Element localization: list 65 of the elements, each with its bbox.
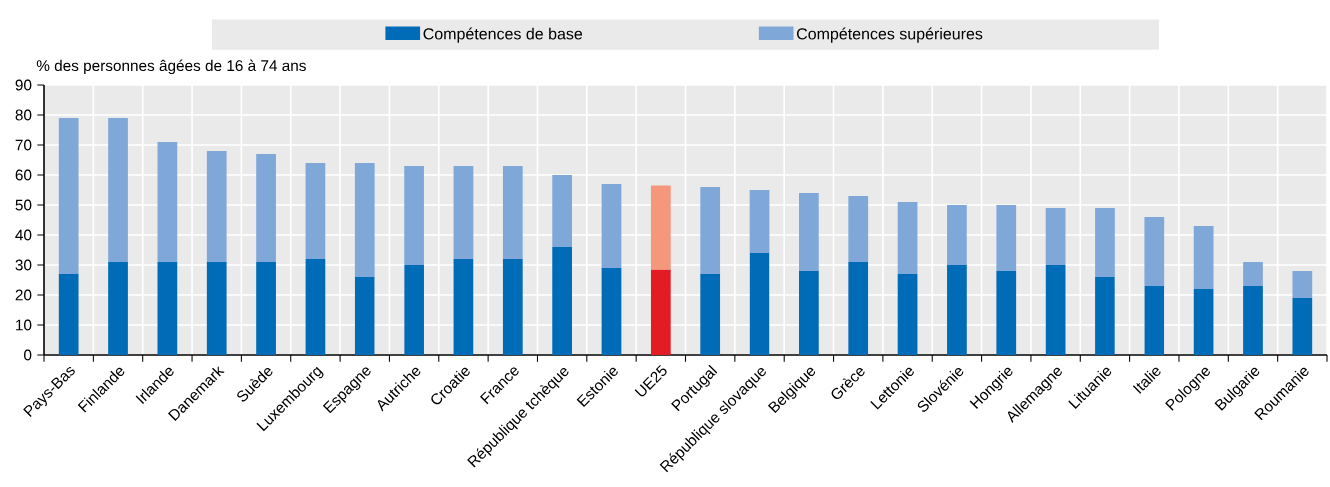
bar [1193, 289, 1214, 355]
bar [749, 253, 770, 355]
bar [1045, 208, 1066, 266]
bar [157, 262, 178, 355]
bar [799, 271, 819, 355]
bar [947, 265, 967, 355]
bar [1045, 265, 1066, 355]
y-tick-label: 60 [15, 169, 32, 181]
bar [552, 247, 573, 355]
y-tick-label: 0 [24, 349, 32, 361]
bar [404, 265, 424, 355]
y-tick-label: 70 [15, 139, 32, 151]
bar [848, 262, 869, 355]
bar [58, 118, 79, 274]
bar [897, 202, 918, 274]
bar [601, 268, 622, 355]
bar [650, 185, 671, 270]
y-axis-title: % des personnes âgées de 16 à 74 ans [36, 59, 306, 75]
legend-label: Compétences supérieures [796, 27, 983, 43]
bar [354, 163, 375, 278]
bar [848, 196, 869, 263]
bar [256, 154, 276, 263]
bar [996, 271, 1017, 355]
y-tick-label: 10 [16, 319, 32, 331]
bar [502, 166, 523, 260]
bar [897, 274, 918, 355]
bar [502, 259, 523, 355]
y-tick-label: 20 [15, 289, 32, 301]
bar [305, 163, 326, 260]
bar [601, 184, 622, 269]
bar [552, 175, 573, 248]
bar [58, 274, 79, 355]
bar [453, 259, 474, 355]
bar [650, 269, 671, 355]
bar [108, 262, 128, 355]
bar [700, 187, 721, 274]
bar [1193, 226, 1214, 290]
bar [1144, 217, 1165, 287]
bar [206, 151, 227, 263]
bar [1095, 208, 1115, 278]
bar [206, 262, 227, 355]
bar [157, 142, 178, 263]
bar [1243, 286, 1263, 355]
bar [1144, 286, 1165, 355]
bar [799, 193, 819, 272]
y-tick-label: 30 [15, 259, 32, 271]
bar [305, 259, 326, 355]
bar [1243, 262, 1263, 287]
y-tick-label: 50 [15, 199, 32, 211]
bar [1292, 298, 1313, 355]
bar [996, 205, 1017, 272]
bar [700, 274, 721, 355]
bar [108, 118, 128, 263]
bar [256, 262, 276, 355]
y-tick-label: 40 [15, 229, 32, 241]
bar [1292, 271, 1313, 299]
legend-label: Compétences de base [423, 27, 583, 43]
bar [947, 205, 967, 266]
bar [749, 190, 770, 254]
bar [1095, 277, 1115, 355]
bar [453, 166, 474, 260]
bar [354, 277, 375, 355]
bar [404, 166, 424, 266]
y-tick-label: 80 [15, 109, 32, 121]
y-tick-label: 90 [15, 79, 32, 91]
